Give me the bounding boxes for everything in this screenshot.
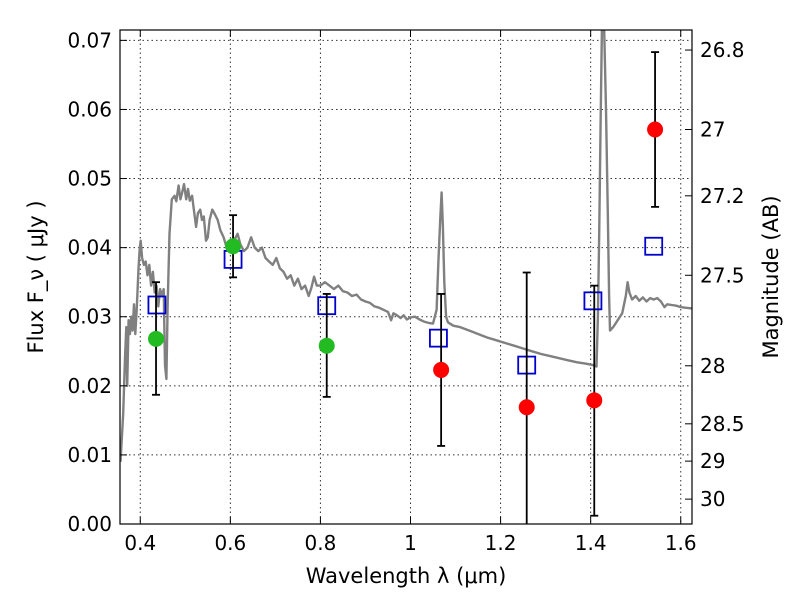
y-axis-label: Flux F_ν ( μJy ) — [24, 200, 49, 353]
model-band-point — [147, 295, 167, 315]
right-tick-label: 27 — [700, 117, 725, 141]
y-axis-right-label: Magnitude (AB) — [759, 195, 783, 358]
data-point — [433, 361, 450, 378]
axes: 0.4 0.6 0.8 1 1.2 1.4 1.6 0.00 0.01 0.02 0.03 0.04 0… — [67, 28, 744, 555]
x-tick-label: 1.4 — [575, 531, 607, 555]
y-tick-label: 0.04 — [67, 236, 112, 260]
x-tick-label: 0.6 — [214, 531, 246, 555]
right-tick-label: 27.2 — [700, 184, 745, 208]
plot-frame — [119, 29, 693, 525]
y-tick-label: 0.00 — [67, 512, 112, 536]
y-tick-label: 0.02 — [67, 374, 112, 398]
data-point — [148, 330, 165, 347]
y-tick-label: 0.07 — [67, 28, 112, 52]
right-tick-label: 29 — [700, 449, 725, 473]
model-band-point — [429, 328, 448, 348]
x-tick-label: 0.4 — [124, 531, 156, 555]
data-point — [318, 337, 335, 354]
data-point — [647, 121, 664, 138]
right-tick-label: 27.5 — [700, 263, 745, 287]
model-band-point — [644, 236, 664, 256]
y-tick-label: 0.01 — [67, 443, 112, 467]
right-tick-label: 28 — [700, 354, 725, 378]
x-tick-label: 1.6 — [665, 531, 697, 555]
y-tick-label: 0.06 — [67, 97, 112, 121]
right-tick-label: 28.5 — [700, 412, 745, 436]
right-tick-label: 30 — [700, 487, 725, 511]
plot-area — [120, 30, 692, 524]
y-tick-label: 0.05 — [67, 167, 112, 191]
x-tick-label: 1 — [404, 531, 417, 555]
data-point — [225, 238, 242, 255]
x-tick-label: 0.8 — [305, 531, 337, 555]
y-tick-label: 0.03 — [67, 305, 112, 329]
plot-background — [120, 30, 692, 524]
x-axis-label: Wavelength λ (μm) — [306, 564, 507, 588]
right-tick-label: 26.8 — [700, 38, 745, 62]
data-point — [586, 392, 603, 409]
model-band-point — [583, 291, 603, 311]
x-tick-label: 1.2 — [485, 531, 517, 555]
spectrum-line — [120, 30, 692, 462]
data-point — [518, 399, 535, 416]
